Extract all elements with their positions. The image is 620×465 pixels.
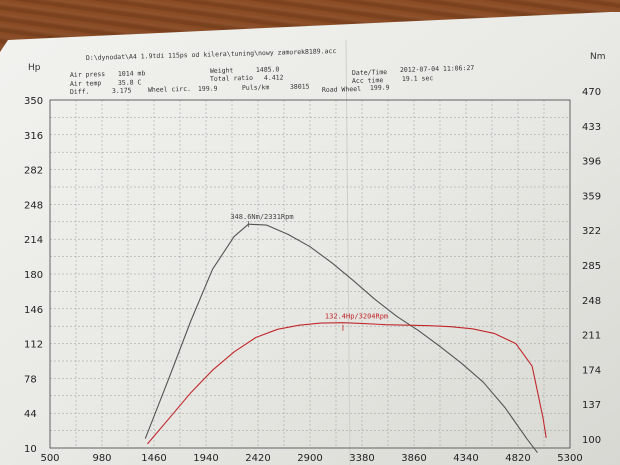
right-tick-label: 211 bbox=[582, 331, 601, 342]
left-tick-label: 10 bbox=[24, 444, 37, 455]
power-curve bbox=[147, 322, 547, 445]
right-tick-label: 137 bbox=[582, 400, 601, 411]
x-tick-label: 500 bbox=[40, 453, 59, 464]
left-tick-label: 78 bbox=[24, 374, 37, 385]
left-tick-label: 146 bbox=[24, 305, 43, 316]
air-temp-value: 35.8 C bbox=[118, 78, 142, 87]
peak-layer: 348.6Nm/2331Rpm 132.4Hp/3204Rpm bbox=[230, 213, 388, 331]
wheel-circ-label: Wheel circ. bbox=[148, 85, 191, 94]
right-tick-label: 174 bbox=[582, 365, 601, 376]
right-tick-label: 396 bbox=[582, 157, 601, 168]
left-tick-label: 112 bbox=[24, 340, 43, 351]
road-wheel-label: Road Wheel bbox=[322, 85, 361, 94]
x-tick-label: 3380 bbox=[349, 453, 374, 464]
total-ratio-label: Total ratio bbox=[210, 74, 253, 83]
left-tick-label: 180 bbox=[24, 270, 43, 281]
x-tick-label: 5300 bbox=[557, 453, 582, 464]
left-tick-label: 214 bbox=[24, 235, 43, 246]
right-tick-label: 285 bbox=[582, 261, 601, 272]
left-axis-ticks: 10 44 78 112 146 180 214 248 282 316 350 bbox=[24, 96, 43, 455]
right-tick-label: 433 bbox=[582, 122, 601, 133]
right-axis-ticks: 100 137 174 211 248 285 322 359 396 433 470 bbox=[582, 87, 601, 446]
x-axis-ticks: 500 980 1460 1940 2420 2900 3380 3860 4340 4820 53… bbox=[40, 453, 582, 464]
grid-minor bbox=[49, 99, 571, 449]
x-tick-label: 1940 bbox=[193, 453, 218, 464]
air-press-value: 1014 mb bbox=[118, 69, 146, 78]
x-tick-label: 4340 bbox=[453, 453, 478, 464]
left-tick-label: 282 bbox=[24, 166, 43, 177]
road-wheel-value: 199.9 bbox=[370, 83, 390, 92]
acc-time-value: 19.1 sec bbox=[402, 74, 434, 83]
left-axis-unit: Hp bbox=[28, 63, 41, 73]
paper-sheet bbox=[0, 12, 620, 465]
right-tick-label: 470 bbox=[582, 87, 601, 98]
right-axis-unit: Nm bbox=[590, 52, 606, 62]
left-tick-label: 350 bbox=[24, 96, 43, 107]
plot-frame bbox=[49, 99, 571, 449]
x-tick-label: 980 bbox=[92, 453, 111, 464]
torque-curve bbox=[144, 223, 538, 454]
series-layer bbox=[144, 223, 547, 454]
grid-major bbox=[49, 99, 571, 449]
left-tick-label: 316 bbox=[24, 131, 43, 142]
right-tick-label: 359 bbox=[582, 191, 601, 202]
x-tick-label: 2900 bbox=[297, 453, 322, 464]
wheel-circ-value: 199.9 bbox=[198, 84, 218, 93]
weight-label: Weight bbox=[210, 66, 234, 75]
x-tick-label: 2420 bbox=[245, 453, 270, 464]
right-tick-label: 248 bbox=[582, 296, 601, 307]
air-press-label: Air press bbox=[70, 70, 106, 79]
paper-fold bbox=[345, 39, 351, 465]
date-time-value: 2012-07-04 11:06:27 bbox=[400, 64, 475, 74]
power-peak-label: 132.4Hp/3204Rpm bbox=[325, 313, 388, 321]
date-time-label: Date/Time bbox=[352, 68, 388, 77]
left-tick-label: 44 bbox=[24, 409, 37, 420]
x-tick-label: 4820 bbox=[505, 453, 530, 464]
puls-km-label: Puls/km bbox=[242, 83, 270, 92]
diff-label: Diff. bbox=[70, 87, 90, 96]
left-tick-label: 248 bbox=[24, 200, 43, 211]
acc-time-label: Acc time bbox=[352, 76, 384, 85]
x-tick-label: 1460 bbox=[141, 453, 166, 464]
diff-value: 3.175 bbox=[112, 86, 132, 95]
total-ratio-value: 4.412 bbox=[264, 73, 284, 82]
x-tick-label: 3860 bbox=[401, 453, 426, 464]
air-temp-label: Air temp bbox=[70, 79, 102, 88]
torque-peak-label: 348.6Nm/2331Rpm bbox=[230, 213, 293, 221]
right-tick-label: 100 bbox=[582, 435, 601, 446]
right-tick-label: 322 bbox=[582, 226, 601, 237]
weight-value: 1485.0 bbox=[256, 65, 280, 74]
puls-km-value: 38015 bbox=[290, 82, 310, 91]
